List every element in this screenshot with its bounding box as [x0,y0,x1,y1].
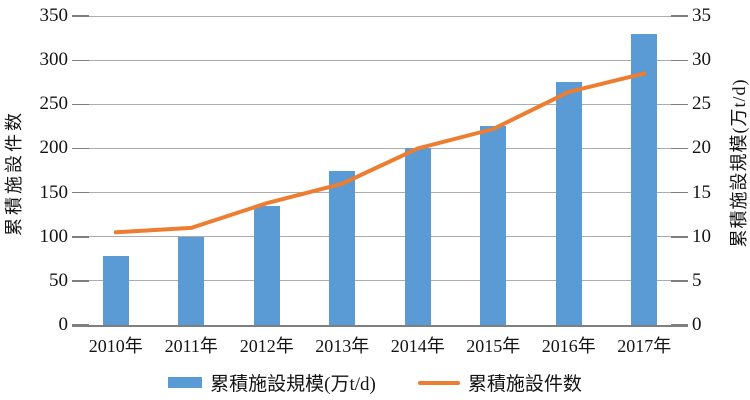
left-axis-tick [72,147,89,150]
legend-bar-label: 累積施設規模(万t/d) [210,374,376,395]
right-axis-tick [671,191,688,194]
right-axis-tick-label: 5 [692,269,702,291]
x-axis-line [72,325,688,327]
left-axis-title: 累積施設件数 [4,110,24,236]
left-axis-tick [72,15,89,17]
gridline [78,147,682,149]
left-axis-tick-label: 150 [39,181,69,203]
left-axis-tick [72,236,89,238]
gridline [78,280,682,282]
line-series-swatch-icon [417,380,460,385]
right-axis-tick-label: 20 [692,137,711,159]
legend-item-line: 累積施設件数 [417,369,582,396]
x-axis-tick-label: 2010年 [88,336,143,356]
x-axis-tick-label: 2014年 [390,336,445,356]
x-axis-tick-label: 2012年 [239,336,294,356]
left-axis-tick [72,59,89,61]
right-axis-tick [671,103,688,106]
left-axis-tick-label: 0 [58,314,69,335]
left-axis-tick-label: 50 [49,269,68,291]
left-axis-tick-label: 250 [39,93,69,115]
right-axis-tick-label: 30 [692,49,711,71]
right-axis-tick [671,280,688,282]
trend-line [113,71,647,235]
bar-2016年 [555,82,582,325]
legend-line-label: 累積施設件数 [467,374,582,395]
bar-2012年 [253,205,280,325]
right-axis-tick-label: 10 [692,225,711,247]
x-axis-tick-label: 2015年 [466,336,521,356]
left-axis-tick-label: 100 [39,225,69,247]
left-axis-tick [72,103,89,106]
left-axis-tick [72,280,89,282]
legend-item-bar: 累積施設規模(万t/d) [168,369,376,396]
x-axis-tick-label: 2011年 [164,336,218,356]
x-axis-tick-label: 2013年 [315,336,370,356]
bar-2013年 [329,170,356,325]
x-axis-tick-label: 2016年 [541,336,596,356]
gridline [78,103,682,105]
right-axis-tick [671,147,688,150]
left-axis-tick-label: 300 [39,49,69,71]
right-axis-tick [671,236,688,238]
gridline [78,192,682,194]
left-axis-tick-label: 350 [39,5,69,26]
right-axis-tick-label: 35 [692,5,711,26]
right-axis-tick [671,15,688,17]
right-axis-tick-label: 15 [692,181,711,203]
bar-2015年 [480,126,507,325]
bar-2014年 [404,148,431,325]
left-axis-tick [72,191,89,194]
legend: 累積施設規模(万t/d) 累積施設件数 [0,369,750,396]
bar-series-swatch-icon [168,377,203,388]
left-axis-tick-label: 200 [39,137,69,159]
right-axis-tick [671,59,688,61]
bar-2011年 [178,236,205,325]
gridline [78,59,682,61]
right-axis-tick-label: 25 [692,93,711,115]
gridline [78,15,682,17]
right-axis-tick-label: 0 [692,314,702,335]
gridline [78,236,682,238]
bar-2017年 [631,33,658,325]
line-series [113,71,647,235]
bar-2010年 [102,256,129,325]
x-axis-tick-label: 2017年 [617,336,672,356]
